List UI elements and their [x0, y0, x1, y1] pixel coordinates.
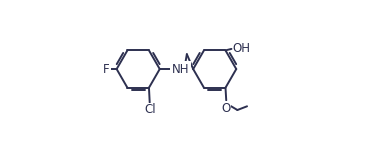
Text: Cl: Cl	[144, 103, 155, 116]
Text: NH: NH	[172, 63, 189, 76]
Text: F: F	[103, 63, 110, 76]
Text: OH: OH	[232, 42, 250, 55]
Text: O: O	[222, 102, 231, 115]
